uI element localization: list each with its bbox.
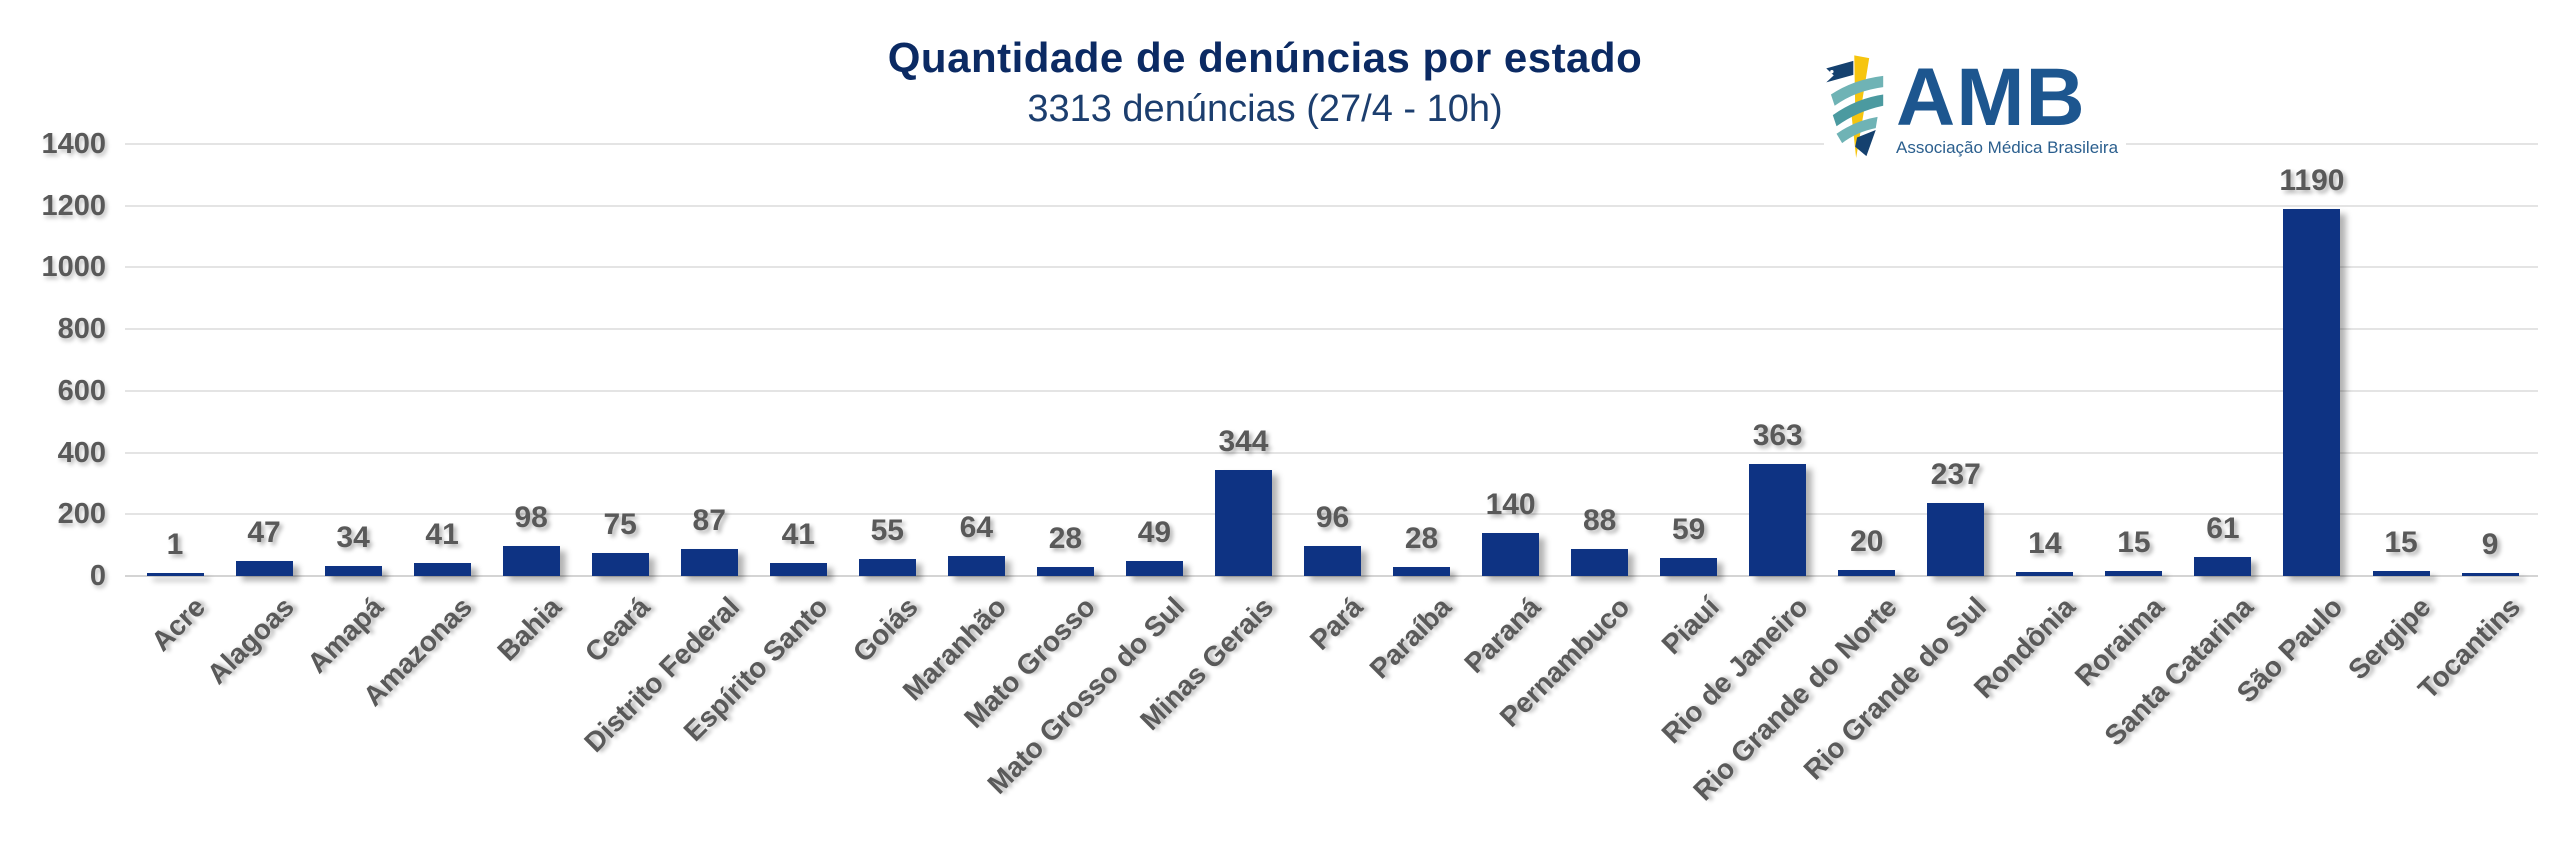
x-axis-label: Bahia (491, 591, 568, 667)
bar-value-label: 96 (1315, 501, 1350, 535)
gridline (125, 204, 2538, 207)
y-axis-label: 0 (89, 560, 106, 592)
gridline (125, 389, 2538, 392)
bar-value-label: 59 (1671, 512, 1706, 546)
x-axis-label: Amapá (301, 591, 390, 679)
bar-value-label: 9 (2481, 528, 2499, 561)
y-axis-label: 400 (57, 436, 106, 469)
gridline (125, 451, 2538, 454)
bar-value-label: 1190 (2279, 163, 2345, 197)
x-axis-label: Distrito Federal (578, 591, 746, 759)
bar (235, 561, 293, 576)
bar (1125, 560, 1183, 576)
gridline (125, 266, 2538, 269)
logo-acronym: AMB (1896, 52, 2086, 143)
bar (2461, 573, 2519, 576)
bar-value-label: 28 (1048, 522, 1083, 556)
x-axis-label: Acre (144, 591, 211, 657)
y-axis-label: 600 (57, 374, 106, 407)
bar (146, 573, 204, 576)
bar (324, 565, 382, 576)
bar (591, 552, 649, 576)
x-axis-label: Paraná (1458, 591, 1547, 679)
logo-tagline: Associação Médica Brasileira (1896, 138, 2119, 158)
x-axis-label: Alagoas (201, 591, 300, 690)
bar (2194, 557, 2252, 576)
bar-value-label: 237 (1930, 457, 1981, 491)
y-axis-label: 1000 (41, 251, 106, 284)
chart-subtitle: 3313 denúncias (27/4 - 10h) (1027, 88, 1503, 130)
bar (1838, 569, 1896, 576)
amb-logo: AMB Associação Médica Brasileira (1824, 46, 2127, 162)
x-axis-label: Pará (1303, 591, 1369, 656)
bar (1660, 557, 1718, 576)
bar (1927, 502, 1985, 576)
bar-value-label: 61 (2206, 512, 2240, 546)
bar (1036, 567, 1094, 576)
bar (1393, 567, 1451, 576)
bar-value-label: 344 (1218, 424, 1269, 458)
y-axis-label: 1200 (41, 189, 106, 222)
bar-value-label: 55 (870, 514, 904, 548)
bar (2372, 571, 2430, 576)
bar (858, 559, 916, 576)
bar-value-label: 20 (1850, 524, 1884, 558)
bar-value-label: 87 (692, 504, 726, 538)
bar-value-label: 41 (781, 518, 815, 552)
bar (1749, 463, 1807, 576)
bar (2016, 571, 2074, 576)
bar (2283, 208, 2341, 576)
gridline (125, 513, 2538, 516)
x-axis-label: Piauí (1655, 591, 1725, 661)
gridline (125, 575, 2538, 577)
bar (413, 563, 471, 576)
bar (680, 549, 738, 576)
y-axis-label: 800 (57, 313, 106, 345)
bar-value-label: 98 (514, 500, 548, 534)
y-axis-label: 200 (57, 498, 106, 531)
bar (1571, 548, 1629, 576)
gridline (125, 328, 2538, 330)
bar-value-label: 15 (2117, 526, 2151, 560)
bar-value-label: 15 (2384, 526, 2418, 560)
caduceus-lightning-icon (1826, 55, 1884, 158)
bar (947, 556, 1005, 576)
bar (502, 545, 560, 576)
bar-value-label: 1 (166, 528, 184, 561)
bar-value-label: 28 (1404, 522, 1439, 556)
chart-title: Quantidade de denúncias por estado (887, 34, 1643, 81)
bar-value-label: 47 (247, 516, 281, 550)
bar-value-label: 140 (1485, 487, 1536, 521)
bar-value-label: 363 (1752, 418, 1803, 452)
y-axis-label: 1400 (41, 127, 106, 160)
bar-value-label: 14 (2028, 526, 2062, 560)
bar-value-label: 75 (603, 507, 637, 541)
bar-value-label: 34 (336, 520, 370, 554)
bar (1304, 546, 1362, 576)
bar-value-label: 41 (425, 518, 459, 552)
bar (769, 563, 827, 576)
bar-value-label: 64 (959, 511, 994, 545)
x-axis-label: Goiás (846, 591, 924, 668)
bar-value-label: 88 (1582, 503, 1617, 537)
x-axis-label: Ceará (579, 591, 657, 668)
bar (1482, 532, 1540, 576)
bar (1214, 469, 1272, 576)
gridline (125, 142, 2538, 145)
bar-value-label: 49 (1137, 515, 1172, 549)
x-axis-label: Paraíba (1364, 591, 1458, 685)
bar (2105, 571, 2163, 576)
